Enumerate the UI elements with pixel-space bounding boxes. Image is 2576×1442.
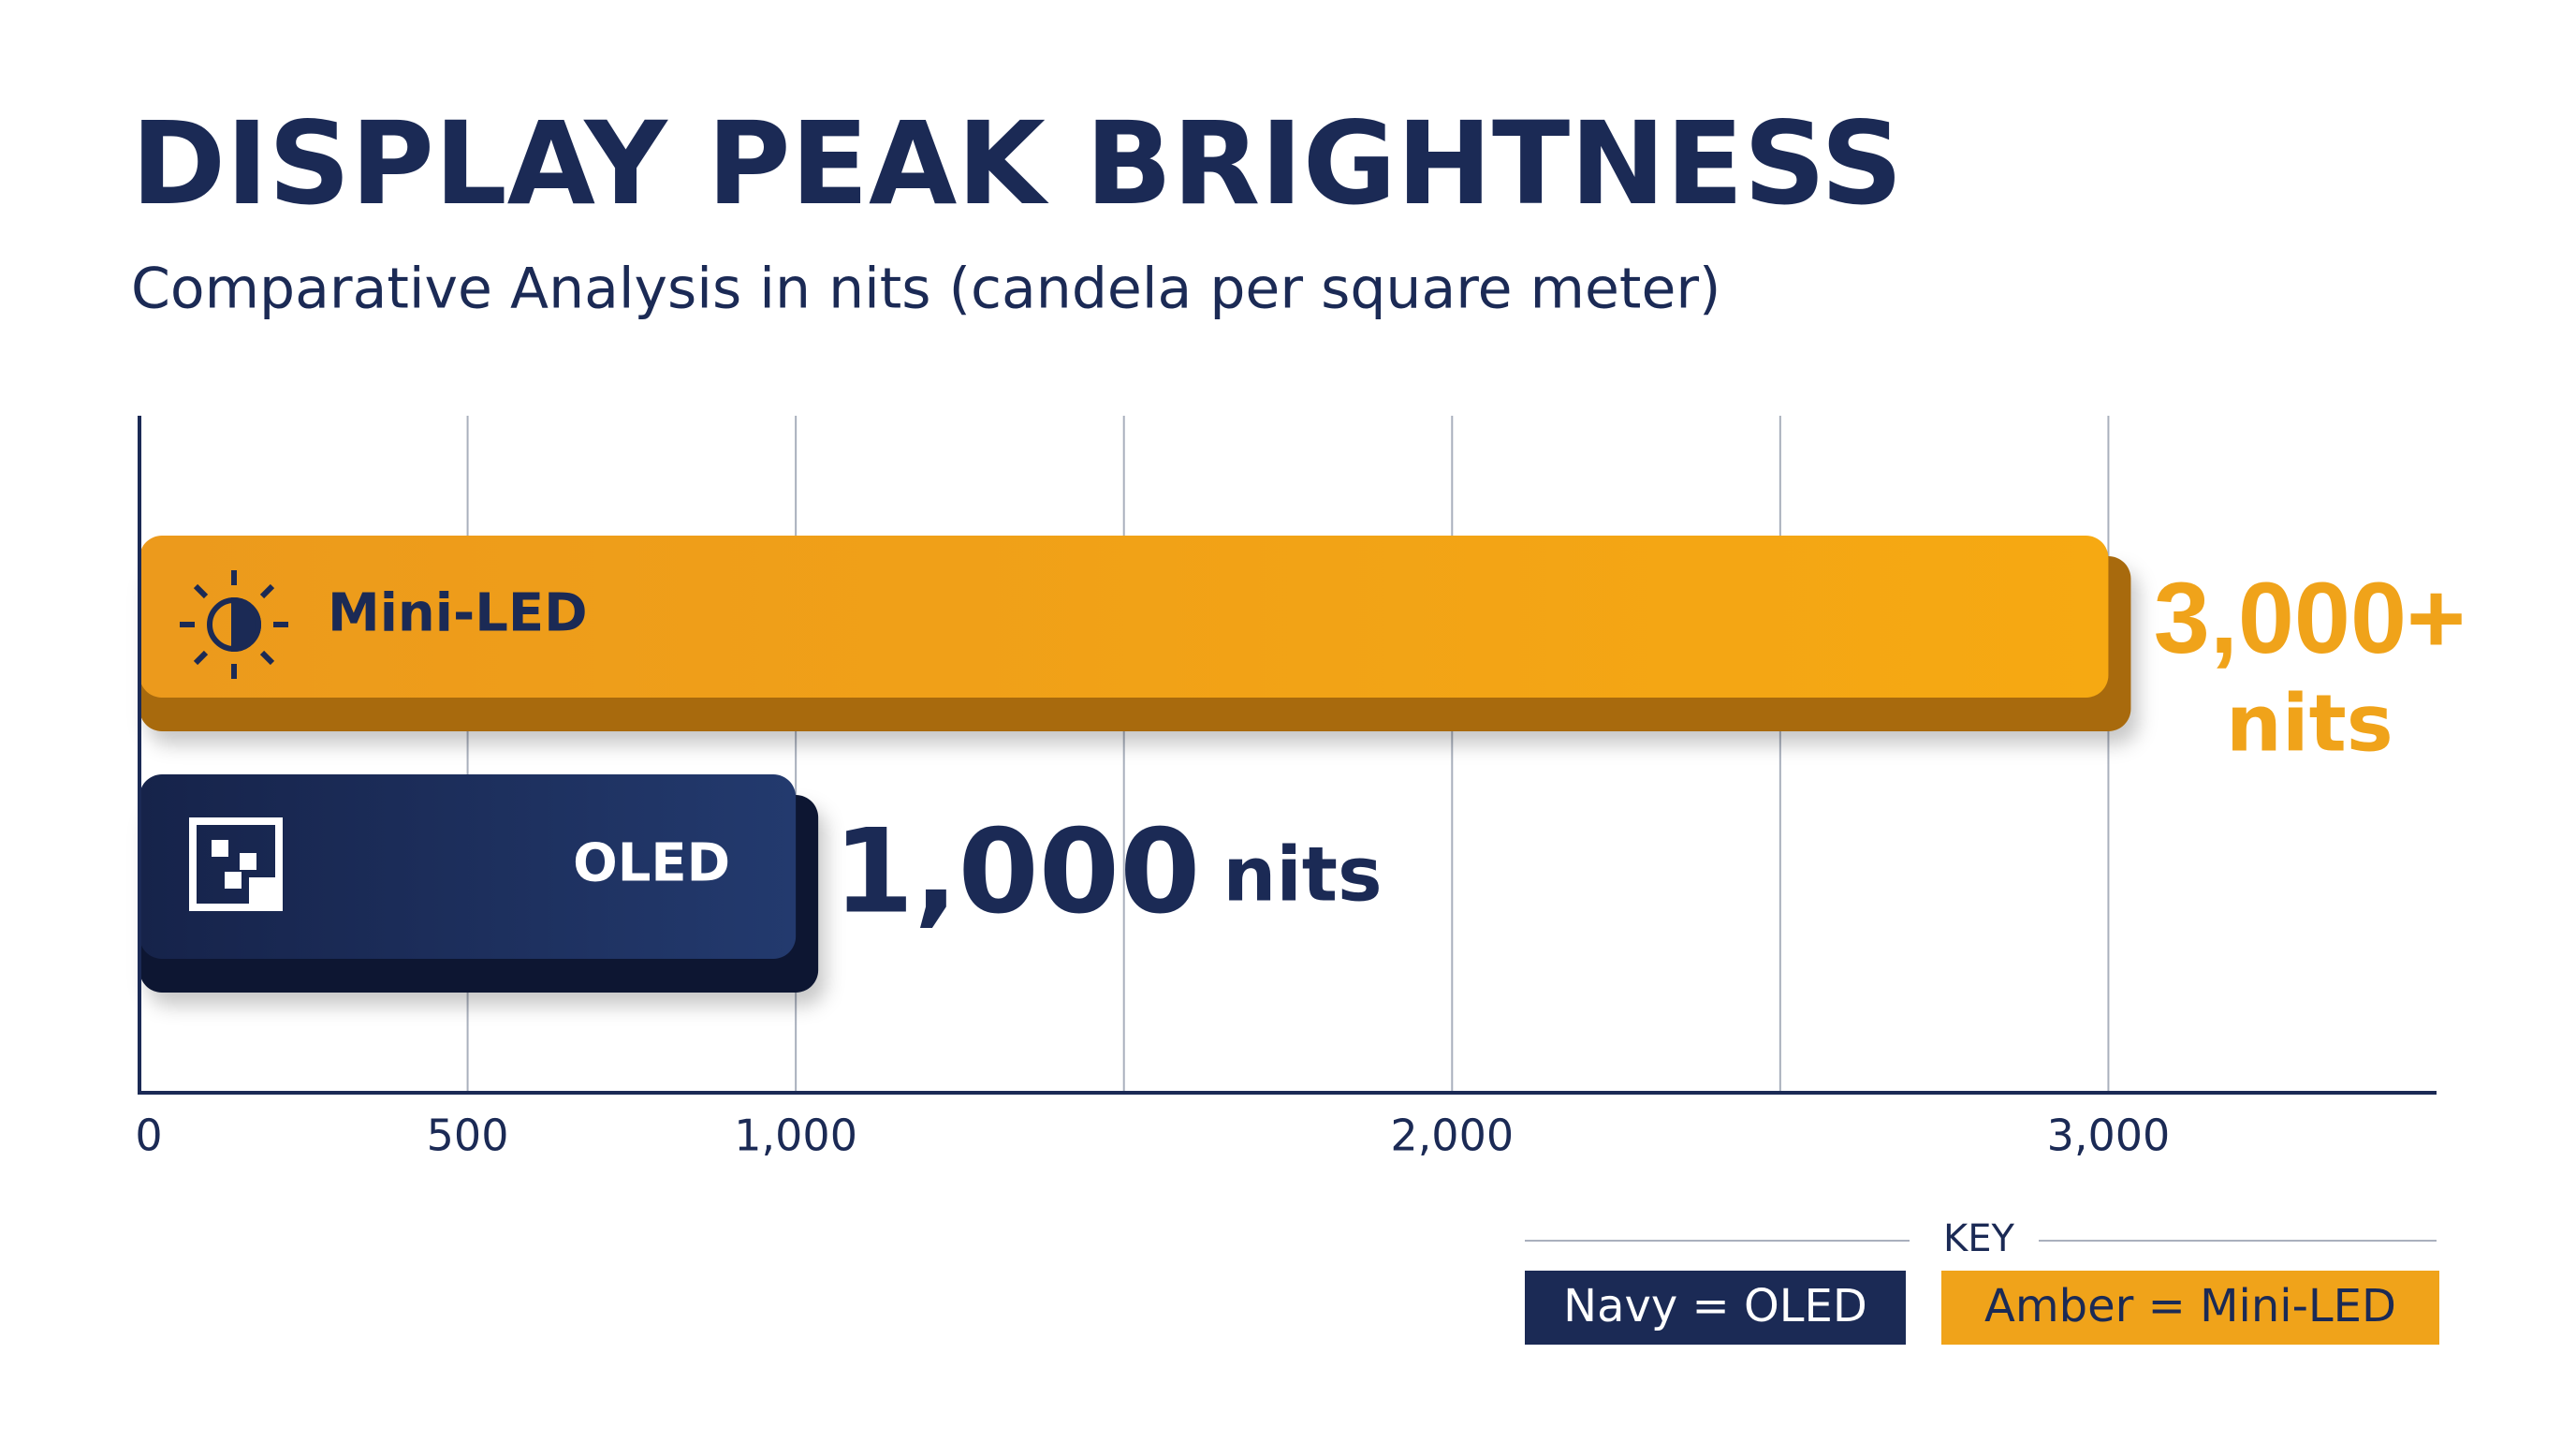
- chart-subtitle: Comparative Analysis in nits (candela pe…: [131, 257, 1720, 322]
- x-tick-label: 0: [135, 1111, 162, 1161]
- x-tick-label: 500: [427, 1111, 509, 1161]
- legend-entry: Navy = OLED: [1563, 1280, 1867, 1332]
- value-number: 1,000: [833, 805, 1200, 940]
- legend-title: KEY: [1943, 1217, 2015, 1260]
- legend-entry: Amber = Mini-LED: [1984, 1280, 2396, 1332]
- legend-swatch: [1525, 1271, 1906, 1345]
- legend-swatch: [1941, 1271, 2439, 1345]
- x-tick-label: 1,000: [734, 1111, 857, 1161]
- value-unit: nits: [2226, 677, 2393, 769]
- bar-category-label: OLED: [573, 833, 730, 894]
- bar: [139, 536, 2109, 698]
- bar-category-label: Mini-LED: [328, 583, 588, 644]
- value-label: 1,000 nits: [833, 805, 1382, 940]
- pixel-icon: [189, 817, 283, 911]
- chart-title: DISPLAY PEAK BRIGHTNESS: [131, 97, 1903, 230]
- sun-icon: [180, 570, 288, 679]
- bar: [139, 774, 797, 959]
- x-tick-label: 3,000: [2047, 1111, 2171, 1161]
- value-label: 3,000+: [2154, 561, 2466, 674]
- value-unit: nits: [1222, 831, 1382, 918]
- x-tick-label: 2,000: [1390, 1111, 1514, 1161]
